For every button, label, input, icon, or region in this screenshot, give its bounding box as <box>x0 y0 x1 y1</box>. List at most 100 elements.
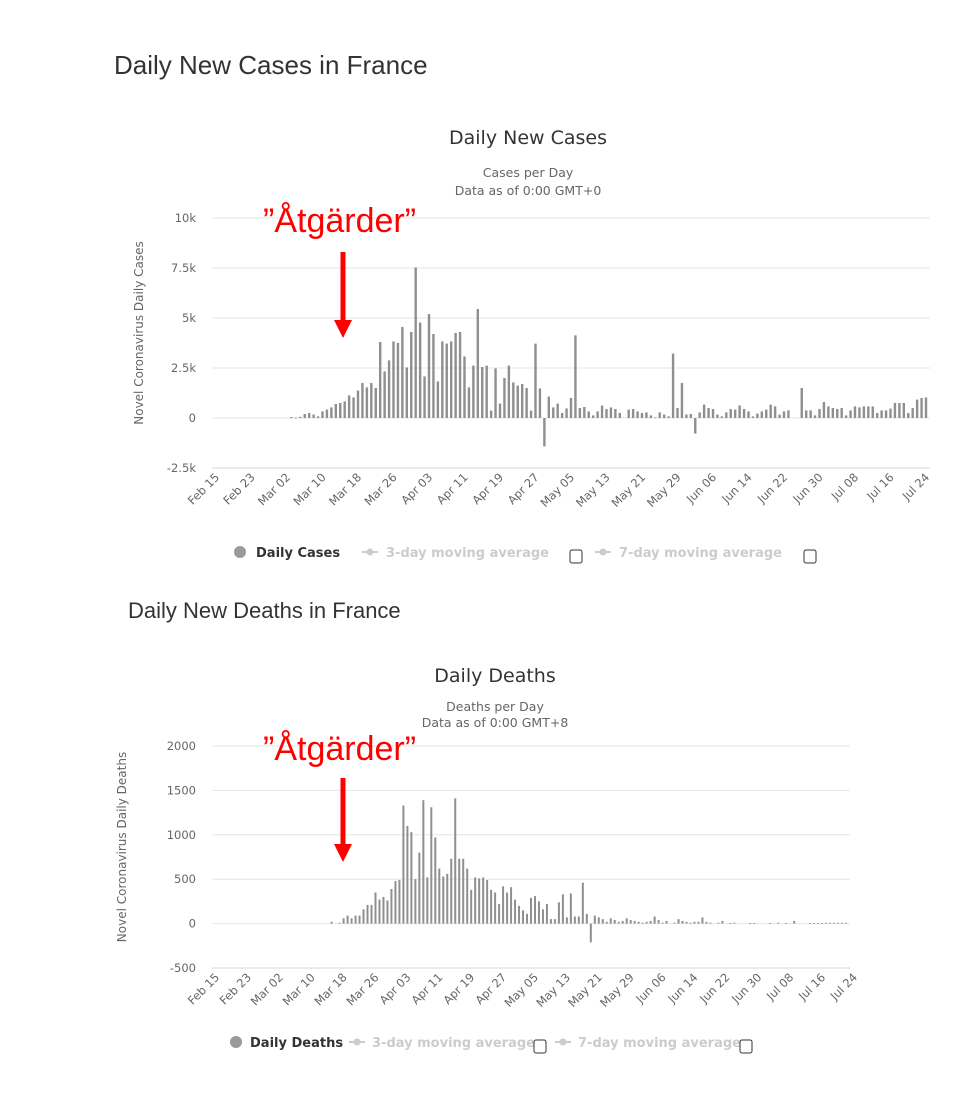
deaths-y-tick-label: 500 <box>174 872 196 886</box>
deaths-bar <box>689 922 692 924</box>
cases-annotation-arrowhead-icon <box>334 320 352 338</box>
cases-bar <box>907 413 910 418</box>
cases-bar <box>649 415 653 418</box>
cases-bar <box>605 409 608 418</box>
deaths-bar <box>573 916 576 924</box>
deaths-bar <box>605 921 608 924</box>
cases-x-tick-label: Jul 08 <box>828 470 861 503</box>
cases-bar <box>387 360 391 418</box>
cases-bar <box>636 411 639 418</box>
deaths-bar <box>394 880 397 924</box>
deaths-bar <box>657 920 660 924</box>
cases-bar <box>352 397 355 418</box>
deaths-bar <box>841 922 844 924</box>
cases-x-tick-label: Mar 10 <box>290 470 328 508</box>
cases-legend-marker-icon <box>234 546 246 558</box>
cases-bar <box>401 327 404 418</box>
cases-x-tick-label: Jun 14 <box>718 470 754 506</box>
deaths-x-tick-label: Mar 10 <box>280 970 318 1008</box>
deaths-bar <box>330 921 333 924</box>
deaths-x-tick-label: Apr 03 <box>377 970 414 1007</box>
cases-y-tick-label: 0 <box>189 411 196 425</box>
deaths-bar <box>522 910 525 924</box>
deaths-bar <box>490 889 493 924</box>
deaths-chart-data-as-of: Data as of 0:00 GMT+8 <box>422 715 569 730</box>
deaths-bar <box>817 923 820 924</box>
cases-bar <box>756 413 759 418</box>
cases-bar <box>392 341 395 418</box>
deaths-bar <box>793 920 796 924</box>
deaths-x-tick-label: Mar 02 <box>248 970 286 1008</box>
cases-bar <box>680 383 684 418</box>
cases-bar <box>321 411 324 418</box>
deaths-bar <box>593 915 596 924</box>
deaths-bar <box>685 921 688 924</box>
cases-bar <box>520 384 524 418</box>
deaths-bar <box>410 832 413 924</box>
cases-bar <box>800 388 803 418</box>
cases-legend-checkbox-3day[interactable] <box>569 549 583 564</box>
cases-bar <box>347 395 351 418</box>
cases-y-tick-label: 10k <box>175 211 197 225</box>
deaths-x-tick-label: Jun 06 <box>632 970 668 1006</box>
deaths-bar <box>625 918 628 924</box>
cases-bar <box>667 416 670 418</box>
deaths-bar <box>474 877 477 924</box>
deaths-x-tick-label: Jun 14 <box>664 970 700 1006</box>
deaths-legend-item-daily[interactable]: Daily Deaths <box>250 1036 343 1051</box>
deaths-bar <box>557 902 560 924</box>
deaths-bar <box>589 923 592 943</box>
deaths-bar <box>629 920 632 924</box>
deaths-bar <box>677 919 680 924</box>
cases-bar <box>303 414 306 418</box>
deaths-x-tick-label: Apr 11 <box>409 970 446 1007</box>
deaths-legend-checkbox-3day[interactable] <box>533 1039 547 1054</box>
deaths-x-tick-label: May 05 <box>501 970 541 1010</box>
cases-bar <box>312 414 315 418</box>
deaths-bar <box>533 896 536 924</box>
deaths-bar <box>585 913 588 924</box>
cases-legend-item-daily[interactable]: Daily Cases <box>256 546 340 561</box>
cases-bar <box>875 413 879 418</box>
cases-bar <box>836 409 839 418</box>
cases-bar <box>609 407 613 418</box>
cases-legend-item-7day[interactable]: 7-day moving average <box>619 546 782 561</box>
deaths-annotation-arrowhead-icon <box>334 844 352 862</box>
deaths-annotation-text: ”Åtgärder” <box>263 730 416 768</box>
cases-y-tick-label: 5k <box>182 311 196 325</box>
cases-legend-checkbox-7day[interactable] <box>803 549 817 564</box>
cases-bar <box>627 409 630 418</box>
cases-x-tick-label: Jul 24 <box>899 470 932 503</box>
deaths-x-tick-label: Jul 24 <box>827 970 860 1003</box>
cases-bar <box>458 332 462 418</box>
deaths-bar <box>649 920 652 924</box>
deaths-bar <box>418 852 421 924</box>
deaths-legend-checkbox-7day[interactable] <box>739 1039 753 1054</box>
cases-bar <box>618 413 622 418</box>
deaths-bar <box>386 900 389 924</box>
cases-x-tick-label: Jul 16 <box>863 470 896 503</box>
cases-bar <box>827 406 830 418</box>
cases-bar <box>374 388 377 418</box>
cases-bar <box>858 407 861 418</box>
cases-bar <box>339 403 342 418</box>
cases-bar <box>694 418 697 434</box>
cases-y-tick-label: 7.5k <box>171 261 196 275</box>
deaths-bar <box>442 876 445 924</box>
deaths-bar <box>430 807 433 924</box>
cases-chart-data-as-of: Data as of 0:00 GMT+0 <box>455 183 602 198</box>
deaths-bar <box>545 904 548 924</box>
cases-bar <box>290 417 293 418</box>
cases-bar <box>396 343 400 418</box>
cases-bar <box>525 388 528 418</box>
deaths-bar <box>581 882 584 924</box>
cases-bar <box>658 412 661 418</box>
deaths-bar <box>749 923 752 924</box>
deaths-bar <box>478 878 481 924</box>
deaths-legend-item-7day[interactable]: 7-day moving average <box>578 1036 741 1051</box>
deaths-legend-item-3day[interactable]: 3-day moving average <box>372 1036 535 1051</box>
cases-x-tick-label: Mar 02 <box>255 470 293 508</box>
cases-chart-title: Daily New Cases <box>449 127 607 149</box>
cases-legend-item-3day[interactable]: 3-day moving average <box>386 546 549 561</box>
deaths-bar <box>466 868 469 924</box>
